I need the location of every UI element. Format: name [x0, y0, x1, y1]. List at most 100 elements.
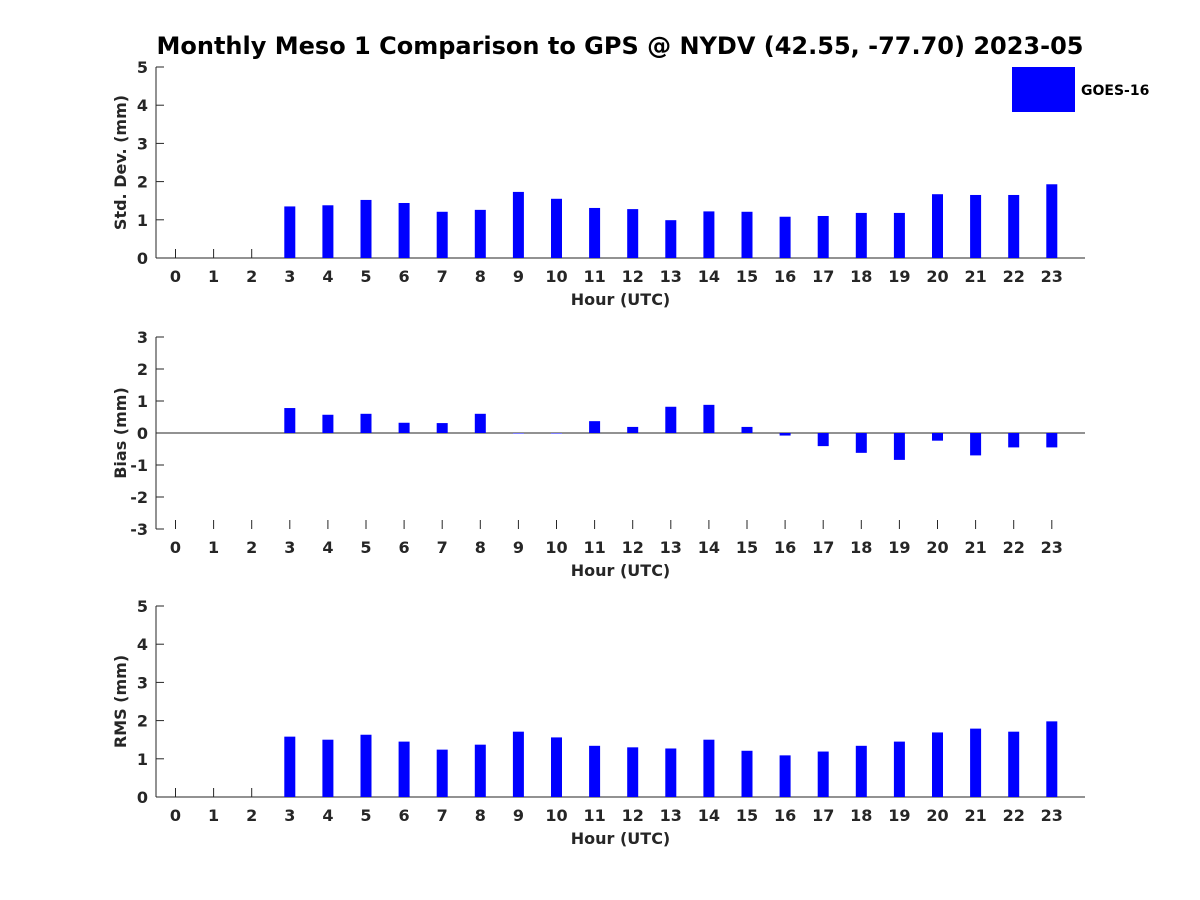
x-tick-label: 5: [360, 267, 371, 286]
x-tick-label: 1: [208, 806, 219, 825]
bar: [474, 413, 486, 433]
bar: [284, 736, 296, 797]
bar: [1008, 433, 1020, 448]
x-axis-label: Hour (UTC): [571, 561, 671, 580]
bar: [1046, 433, 1058, 448]
bar: [360, 413, 372, 433]
x-tick-label: 0: [170, 267, 181, 286]
x-tick-label: 10: [545, 267, 567, 286]
x-tick-label: 19: [888, 538, 910, 557]
y-tick-label: 2: [137, 360, 148, 379]
bar: [398, 422, 410, 433]
x-tick-label: 19: [888, 806, 910, 825]
bar: [284, 206, 296, 258]
bar: [665, 220, 677, 258]
y-axis-label: RMS (mm): [111, 655, 130, 748]
legend-label: GOES-16: [1081, 83, 1149, 99]
bar: [855, 745, 867, 797]
x-tick-label: 14: [698, 267, 720, 286]
bar: [284, 408, 296, 433]
bar: [398, 741, 410, 797]
x-tick-label: 4: [322, 267, 333, 286]
x-tick-label: 23: [1041, 267, 1063, 286]
x-tick-label: 18: [850, 806, 872, 825]
x-axis-label: Hour (UTC): [571, 290, 671, 309]
x-tick-label: 12: [622, 267, 644, 286]
x-tick-label: 21: [964, 806, 986, 825]
bar: [1008, 194, 1020, 258]
x-tick-label: 2: [246, 538, 257, 557]
bar: [665, 406, 677, 433]
y-tick-label: 0: [137, 424, 148, 443]
bar: [512, 433, 524, 434]
bar: [893, 433, 905, 460]
x-tick-label: 5: [360, 806, 371, 825]
legend: GOES-16: [1012, 67, 1149, 112]
bar: [855, 433, 867, 453]
bar: [817, 215, 829, 258]
x-tick-label: 23: [1041, 806, 1063, 825]
bar: [589, 207, 601, 258]
bar: [589, 421, 601, 433]
bar: [436, 423, 448, 433]
x-tick-label: 17: [812, 806, 834, 825]
x-tick-label: 1: [208, 538, 219, 557]
bar: [474, 744, 486, 797]
y-tick-label: -3: [130, 520, 148, 539]
bar: [322, 205, 334, 258]
x-tick-label: 8: [475, 538, 486, 557]
y-axis-label: Bias (mm): [111, 387, 130, 479]
x-tick-label: 20: [926, 267, 948, 286]
y-tick-label: 2: [137, 712, 148, 731]
bar: [741, 426, 753, 433]
bar: [779, 433, 791, 436]
x-tick-label: 10: [545, 806, 567, 825]
x-tick-label: 7: [437, 538, 448, 557]
bar: [779, 755, 791, 797]
x-tick-label: 2: [246, 806, 257, 825]
bar: [1046, 721, 1058, 797]
x-tick-label: 14: [698, 538, 720, 557]
bar: [817, 751, 829, 797]
bar: [512, 731, 524, 797]
bar: [970, 728, 982, 797]
x-tick-label: 16: [774, 806, 796, 825]
x-tick-label: 6: [399, 806, 410, 825]
x-tick-label: 19: [888, 267, 910, 286]
bar: [665, 748, 677, 797]
x-tick-label: 15: [736, 806, 758, 825]
x-tick-label: 11: [583, 538, 605, 557]
bar: [893, 212, 905, 258]
x-tick-label: 18: [850, 538, 872, 557]
x-tick-label: 12: [622, 538, 644, 557]
y-tick-label: 4: [137, 635, 148, 654]
x-tick-label: 12: [622, 806, 644, 825]
x-tick-label: 15: [736, 538, 758, 557]
x-tick-label: 13: [660, 267, 682, 286]
bar: [551, 433, 562, 434]
x-tick-label: 22: [1003, 267, 1025, 286]
x-tick-label: 17: [812, 538, 834, 557]
x-tick-label: 18: [850, 267, 872, 286]
x-tick-label: 21: [964, 538, 986, 557]
x-tick-label: 0: [170, 806, 181, 825]
y-tick-label: 2: [137, 173, 148, 192]
y-tick-label: -2: [130, 488, 148, 507]
x-tick-label: 15: [736, 267, 758, 286]
bar: [970, 194, 982, 258]
x-axis-label: Hour (UTC): [571, 829, 671, 848]
y-tick-label: -1: [130, 456, 148, 475]
bar: [741, 750, 753, 797]
bar: [398, 202, 410, 258]
bar: [779, 216, 791, 258]
x-tick-label: 7: [437, 806, 448, 825]
y-tick-label: 0: [137, 788, 148, 807]
x-tick-label: 3: [284, 267, 295, 286]
bar: [551, 737, 562, 797]
x-tick-label: 2: [246, 267, 257, 286]
x-tick-label: 6: [399, 267, 410, 286]
x-tick-label: 5: [360, 538, 371, 557]
x-tick-label: 6: [399, 538, 410, 557]
x-tick-label: 7: [437, 267, 448, 286]
